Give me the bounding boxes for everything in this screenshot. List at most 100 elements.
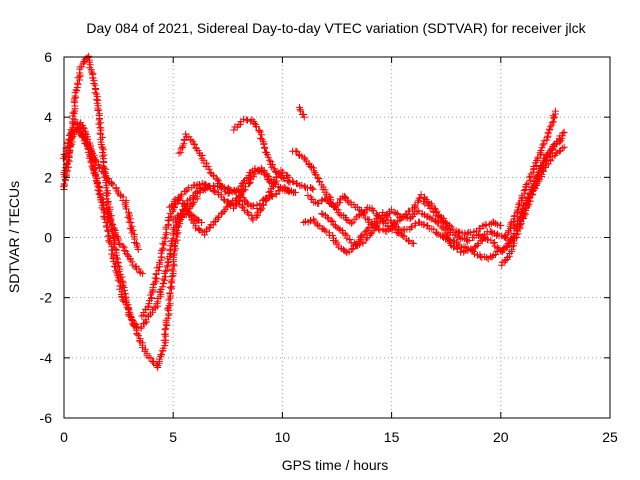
data-point <box>121 247 128 254</box>
data-point <box>389 223 396 231</box>
data-point <box>104 190 112 198</box>
data-point <box>173 236 181 244</box>
data-point <box>322 195 330 203</box>
data-point <box>539 141 547 149</box>
data-point <box>69 109 77 117</box>
data-point <box>85 52 93 60</box>
data-point <box>497 221 505 229</box>
data-point <box>108 180 116 187</box>
data-point <box>404 237 412 245</box>
data-point <box>312 171 320 179</box>
data-point <box>520 187 528 195</box>
data-point <box>240 187 248 195</box>
data-point <box>133 330 141 338</box>
series-track-d <box>71 116 147 278</box>
data-point <box>119 242 127 250</box>
data-point <box>482 221 490 229</box>
data-point <box>267 179 275 187</box>
data-point <box>78 63 86 71</box>
data-point <box>343 234 351 242</box>
series-track-c <box>59 125 142 254</box>
series-track-i <box>230 115 317 193</box>
data-point <box>236 193 244 201</box>
data-point <box>257 168 265 176</box>
data-point <box>533 172 541 180</box>
data-point <box>292 147 300 155</box>
data-point <box>156 287 164 295</box>
data-point <box>348 219 356 227</box>
data-point <box>420 194 428 202</box>
x-tick-label: 0 <box>60 429 68 445</box>
data-point <box>175 149 183 157</box>
data-point <box>289 177 297 185</box>
data-point <box>91 89 99 97</box>
data-point <box>527 189 535 197</box>
data-point <box>408 223 416 231</box>
data-point <box>515 201 523 209</box>
data-point <box>380 217 388 224</box>
data-point <box>438 216 446 224</box>
data-point <box>153 300 161 308</box>
data-point <box>300 113 308 121</box>
data-point <box>360 211 368 219</box>
data-point <box>529 183 537 191</box>
data-point <box>125 218 133 226</box>
data-point <box>85 154 93 162</box>
data-point <box>560 143 568 151</box>
data-point <box>518 210 525 218</box>
data-point <box>192 145 200 153</box>
data-point <box>551 113 558 121</box>
data-point <box>239 178 247 186</box>
data-point <box>135 265 143 273</box>
data-point <box>500 233 508 241</box>
data-point <box>69 132 77 140</box>
data-point <box>343 197 351 205</box>
data-point <box>304 192 312 199</box>
data-point <box>92 86 100 94</box>
data-point <box>544 149 552 157</box>
axis-ticks: 0 5 10 15 20 25 -6 -4 -2 0 2 4 6 <box>40 49 618 445</box>
data-point <box>480 234 488 242</box>
data-point <box>230 126 238 134</box>
y-tick-label: -4 <box>40 350 53 366</box>
data-point <box>266 187 274 195</box>
data-point <box>149 306 157 314</box>
data-point <box>503 244 511 252</box>
data-point <box>192 182 200 190</box>
data-point <box>187 212 195 219</box>
data-point <box>93 95 101 103</box>
data-point <box>453 238 460 246</box>
data-point <box>423 213 431 221</box>
data-point <box>409 240 417 248</box>
data-point <box>533 157 541 164</box>
data-point <box>102 184 110 192</box>
chart-title: Day 084 of 2021, Sidereal Day-to-day VTE… <box>86 20 586 36</box>
data-point <box>432 209 440 216</box>
data-point <box>170 262 178 270</box>
data-point <box>297 107 305 115</box>
data-point <box>79 133 87 141</box>
x-tick-label: 25 <box>602 429 618 445</box>
data-point <box>139 270 147 278</box>
data-point <box>104 226 112 234</box>
data-point <box>295 151 303 159</box>
series-track-m <box>304 191 505 239</box>
data-point <box>433 229 441 237</box>
data-point <box>228 197 236 205</box>
data-point <box>378 217 386 225</box>
data-point <box>166 283 174 291</box>
data-point <box>307 216 315 224</box>
data-point <box>126 215 134 223</box>
data-point <box>538 162 546 170</box>
data-point <box>332 237 340 245</box>
data-point <box>220 208 228 215</box>
data-point <box>103 205 111 213</box>
x-axis-title: GPS time / hours <box>282 457 389 473</box>
data-point <box>249 202 257 210</box>
data-point <box>463 237 471 245</box>
series-track-e <box>138 164 300 320</box>
data-point <box>505 240 513 247</box>
data-point <box>210 182 217 190</box>
data-point <box>279 174 287 182</box>
data-point <box>488 228 496 236</box>
